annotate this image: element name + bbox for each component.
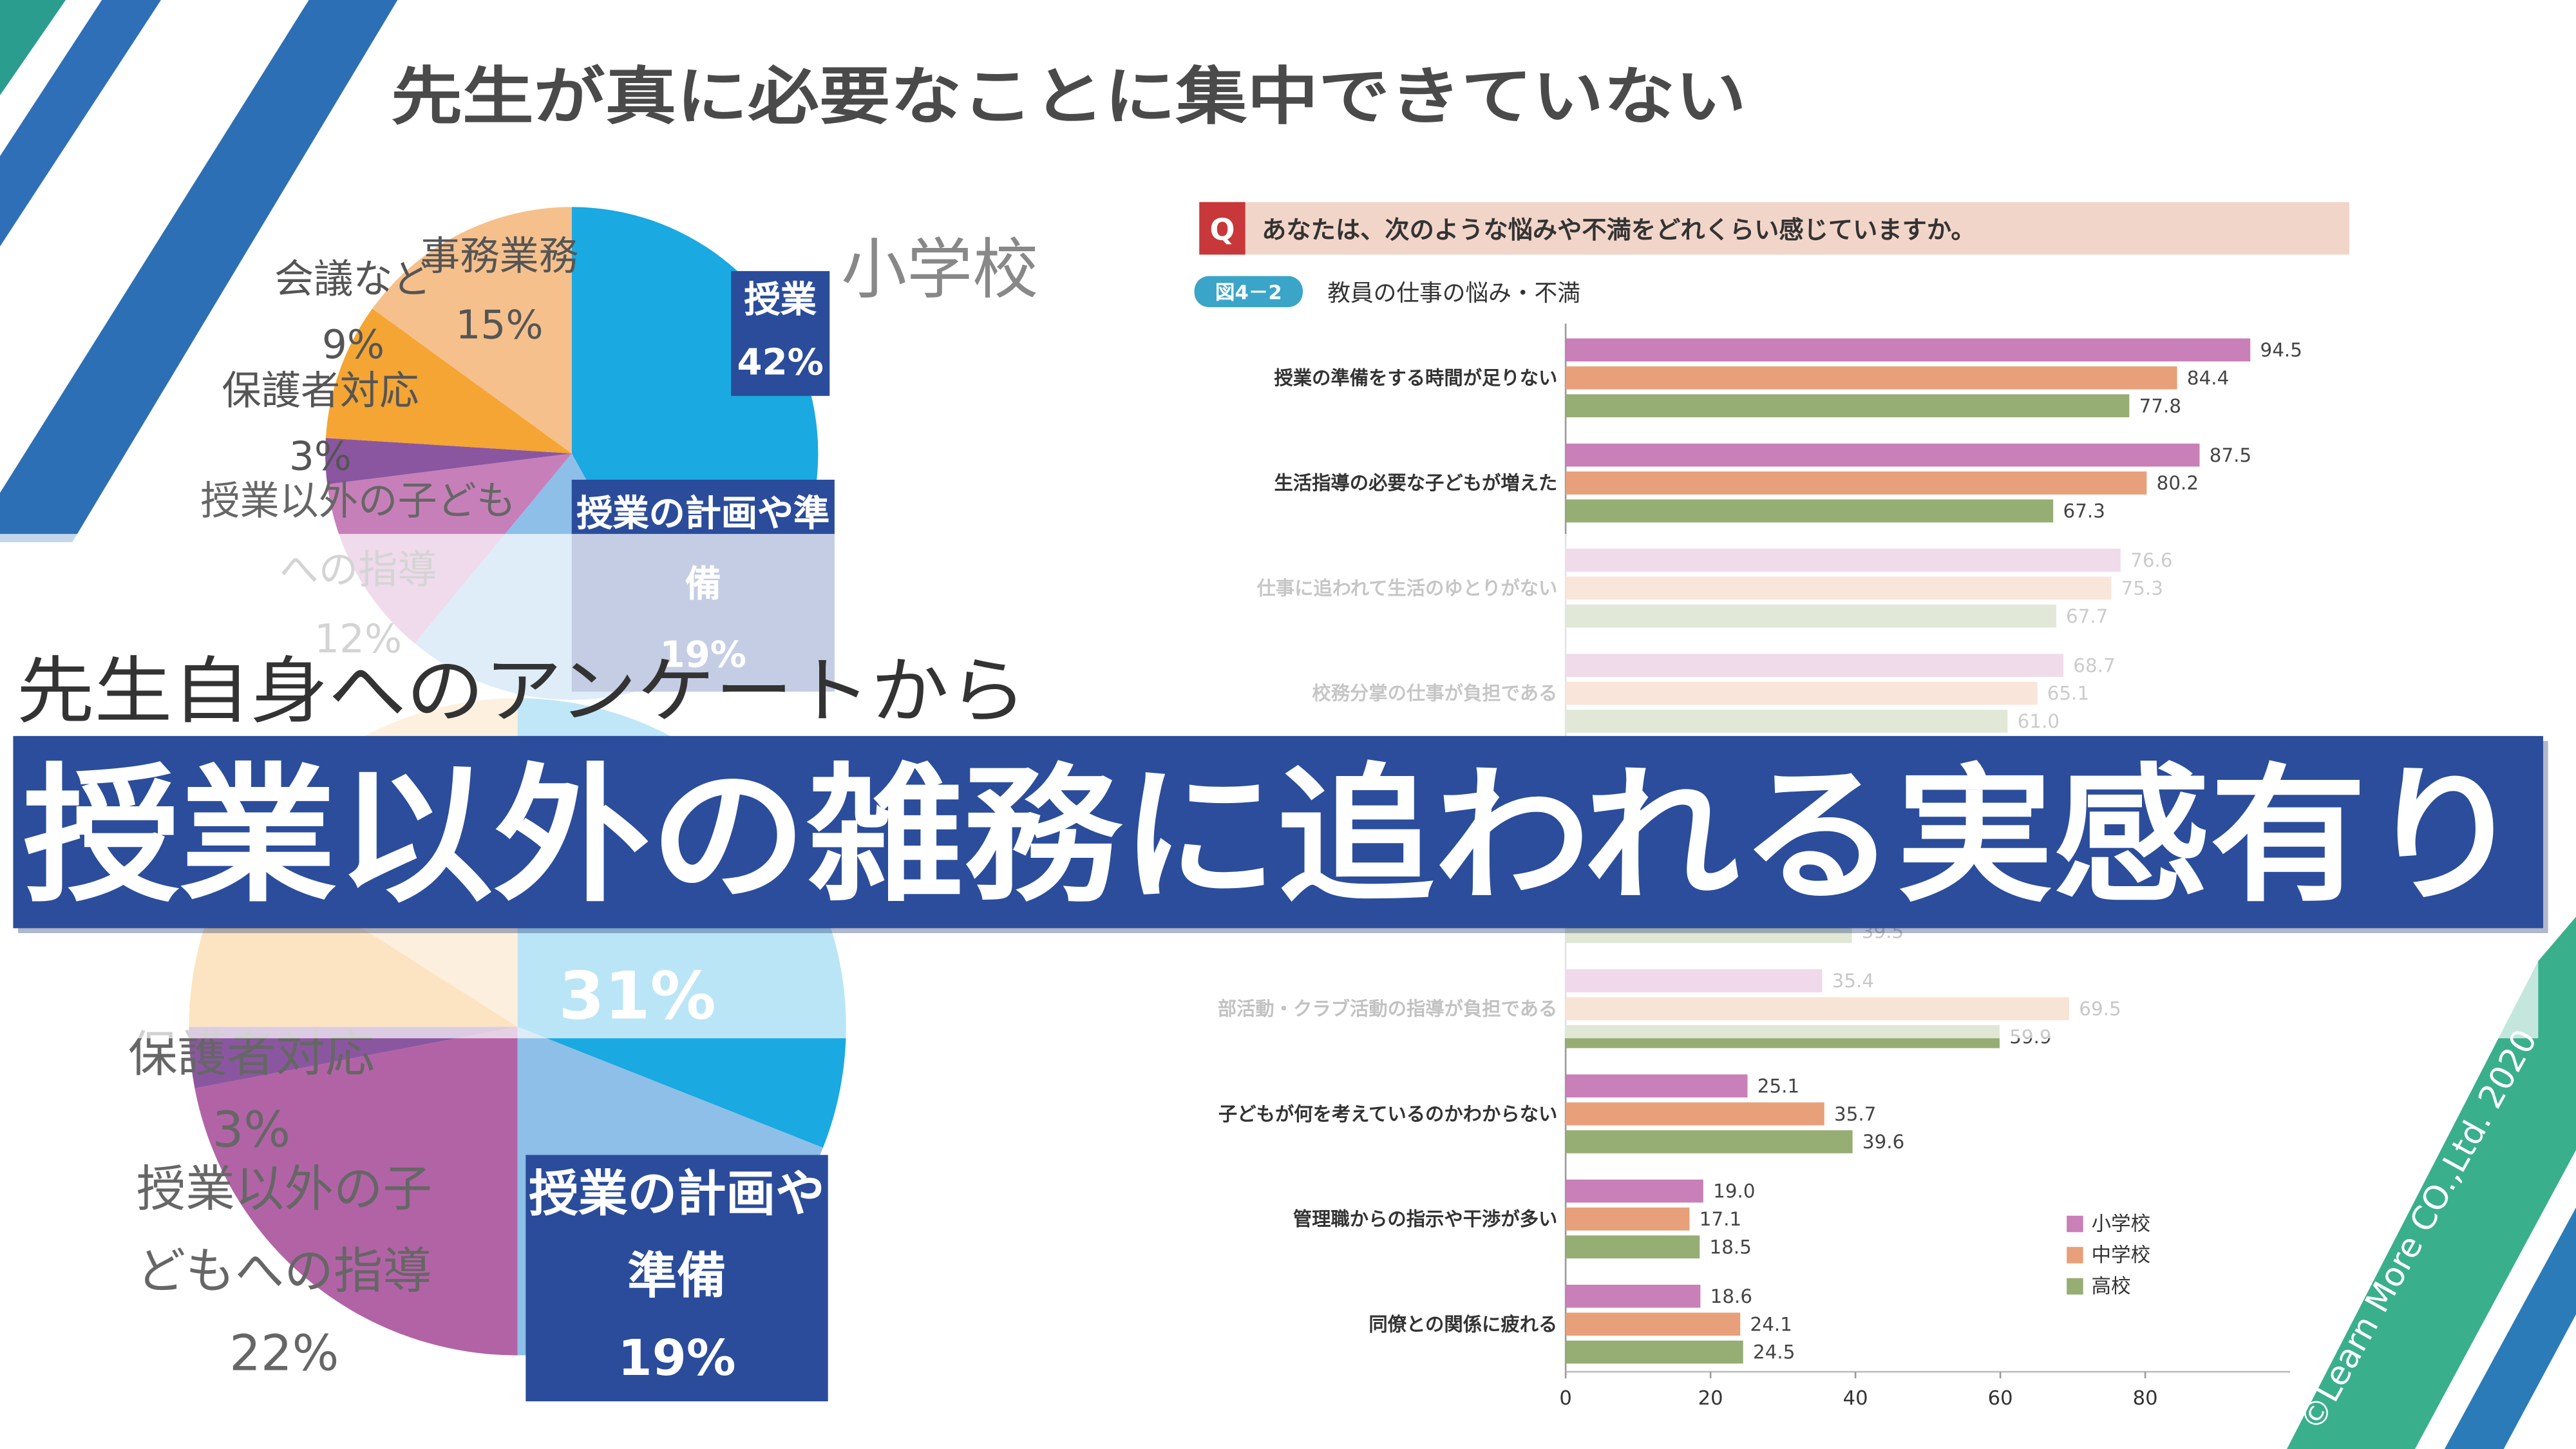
- bar: [1566, 338, 2251, 362]
- decor-stripe: [2444, 1207, 2576, 1449]
- data-label: 67.3: [2063, 500, 2105, 522]
- data-label: 39.6: [1862, 1131, 1904, 1153]
- bar: [1566, 1340, 1743, 1364]
- pie-slice: [372, 207, 572, 454]
- data-label: 18.6: [1710, 1285, 1752, 1307]
- data-label: 18.5: [1710, 1236, 1752, 1258]
- question-bar: [1199, 202, 2349, 255]
- x-tick-label: 20: [1698, 1387, 1723, 1410]
- bar: [1566, 1235, 1700, 1259]
- category-label: 同僚との関係に疲れる: [1368, 1313, 1557, 1335]
- copyright: ©Learn More CO.,Ltd. 2020: [2293, 1023, 2545, 1437]
- category-label: 授業の準備をする時間が足りない: [1274, 367, 1557, 389]
- data-label: 35.7: [1834, 1103, 1876, 1125]
- bar: [1566, 1102, 1824, 1126]
- data-label: 80.2: [2157, 472, 2199, 494]
- question-mark: Q: [1209, 212, 1235, 247]
- data-label: 24.5: [1753, 1341, 1795, 1363]
- decor-stripe: [0, 0, 66, 95]
- bar: [1566, 1207, 1690, 1231]
- data-label: 87.5: [2210, 444, 2251, 466]
- slice-value-label: 3%: [212, 1102, 291, 1160]
- banner: [13, 735, 2543, 929]
- data-label: 84.4: [2187, 367, 2229, 389]
- slice-value-label: 9%: [321, 321, 385, 368]
- slice-value-label: 42%: [737, 343, 824, 384]
- bar: [1566, 1179, 1703, 1203]
- data-label: 17.1: [1700, 1208, 1741, 1230]
- x-tick-label: 40: [1843, 1387, 1868, 1410]
- bar: [1566, 443, 2200, 467]
- label-box: 授業の計画や準備 19%: [526, 1155, 828, 1402]
- legend-swatch: [2067, 1247, 2083, 1264]
- slice-label: 保護者対応 3%: [197, 358, 444, 489]
- slice-category: 会議など: [274, 256, 432, 303]
- bar: [1566, 1284, 1701, 1308]
- data-label: 94.5: [2260, 339, 2302, 361]
- x-tick-label: 0: [1559, 1387, 1571, 1410]
- slice-category: 授業: [744, 281, 817, 322]
- slide-title: 先生が真に必要なことに集中できていない: [391, 61, 1747, 133]
- fade-overlay: [0, 534, 2576, 736]
- legend-swatch: [2067, 1278, 2083, 1295]
- slice-category: 保護者対応: [222, 368, 419, 414]
- bar: [1566, 1130, 1853, 1153]
- bar: [1566, 1312, 1741, 1336]
- slice-label: 会議など 9%: [263, 247, 444, 378]
- pie-slice: [194, 1027, 518, 1356]
- banner-text: 授業以外の雑務に追われる実感有り: [23, 751, 2524, 923]
- data-label: 19.0: [1713, 1180, 1755, 1202]
- x-tick-label: 80: [2133, 1387, 2158, 1410]
- fade-overlay: [0, 928, 2539, 1039]
- x-tick-label: 60: [1988, 1387, 2013, 1410]
- legend-label: 高校: [2091, 1276, 2130, 1298]
- category-label: 生活指導の必要な子どもが増えた: [1274, 472, 1557, 494]
- slice-value-label: 15%: [455, 302, 544, 348]
- pie-slice: [325, 438, 572, 485]
- slice-label: 事務業務 15%: [408, 222, 592, 359]
- bar: [1566, 1074, 1748, 1098]
- figure-label-box: [1194, 276, 1303, 308]
- data-label: 25.1: [1757, 1075, 1799, 1097]
- slice-category: 授業の計画や準備: [529, 1166, 825, 1307]
- data-label: 77.8: [2139, 395, 2181, 417]
- pie-slice: [189, 1027, 518, 1088]
- chart-title: 教員の仕事の悩み・不満: [1327, 280, 1580, 307]
- pie-title: 小学校: [841, 233, 1039, 309]
- slice-category: 授業以外の子どもへの指導: [136, 1161, 432, 1302]
- question-mark-box: [1199, 202, 1245, 255]
- label-box: 授業 42%: [731, 270, 830, 396]
- slide-subtitle: 先生自身へのアンケートから: [17, 650, 1027, 734]
- decor-stripe: [0, 0, 161, 247]
- slice-label: 授業以外の子どもへの指導 22%: [128, 1150, 440, 1397]
- pie-slice: [325, 308, 572, 454]
- legend-swatch: [2067, 1215, 2083, 1233]
- data-label: 24.1: [1750, 1313, 1792, 1335]
- figure-label: 図4－2: [1215, 281, 1282, 304]
- question: あなたは、次のような悩みや不満をどれくらい感じていますか。: [1262, 216, 1975, 245]
- bar: [1566, 499, 2054, 523]
- legend-label: 小学校: [2091, 1213, 2150, 1236]
- slice-value-label: 19%: [618, 1331, 736, 1388]
- slice-value-label: 22%: [229, 1325, 339, 1383]
- bar: [1566, 366, 2177, 390]
- decor-stripe: [0, 0, 398, 542]
- bar: [1566, 394, 2130, 417]
- bar: [1566, 471, 2147, 495]
- category-label: 子どもが何を考えているのかわからない: [1218, 1103, 1557, 1125]
- category-label: 管理職からの指示や干渉が多い: [1293, 1208, 1558, 1230]
- slice-category: 事務業務: [421, 233, 578, 279]
- decor-stripe: [2287, 916, 2576, 1449]
- slice-value-label: 3%: [289, 433, 352, 480]
- legend-label: 中学校: [2091, 1244, 2150, 1267]
